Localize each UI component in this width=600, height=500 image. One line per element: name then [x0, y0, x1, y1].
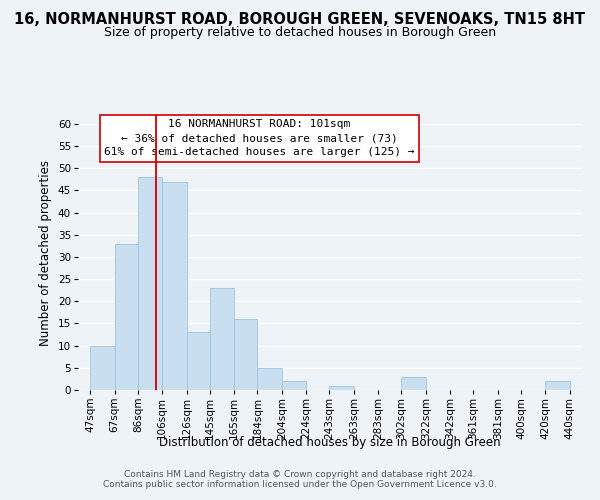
Bar	[234, 319, 257, 390]
Bar	[401, 376, 426, 390]
Text: 16, NORMANHURST ROAD, BOROUGH GREEN, SEVENOAKS, TN15 8HT: 16, NORMANHURST ROAD, BOROUGH GREEN, SEV…	[14, 12, 586, 28]
Text: Distribution of detached houses by size in Borough Green: Distribution of detached houses by size …	[159, 436, 501, 449]
Bar	[162, 182, 187, 390]
Bar	[138, 177, 162, 390]
Bar	[282, 381, 306, 390]
Text: Size of property relative to detached houses in Borough Green: Size of property relative to detached ho…	[104, 26, 496, 39]
Text: 16 NORMANHURST ROAD: 101sqm
← 36% of detached houses are smaller (73)
61% of sem: 16 NORMANHURST ROAD: 101sqm ← 36% of det…	[104, 119, 415, 157]
Bar	[257, 368, 282, 390]
Bar	[187, 332, 210, 390]
Bar	[329, 386, 354, 390]
Y-axis label: Number of detached properties: Number of detached properties	[39, 160, 52, 346]
Bar	[545, 381, 570, 390]
Bar	[115, 244, 138, 390]
Bar	[90, 346, 115, 390]
Text: Contains public sector information licensed under the Open Government Licence v3: Contains public sector information licen…	[103, 480, 497, 489]
Bar	[210, 288, 234, 390]
Text: Contains HM Land Registry data © Crown copyright and database right 2024.: Contains HM Land Registry data © Crown c…	[124, 470, 476, 479]
